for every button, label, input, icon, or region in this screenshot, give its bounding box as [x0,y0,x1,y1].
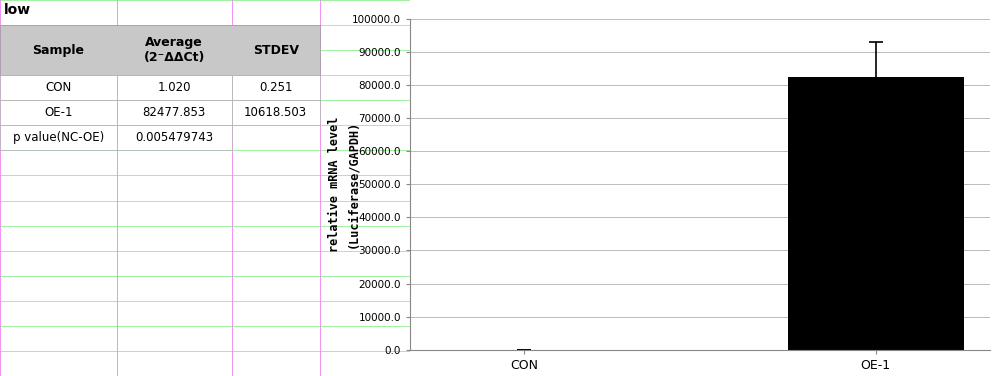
Bar [117,125,232,150]
Text: 0.251: 0.251 [259,81,292,94]
Bar [232,100,320,125]
Bar [232,75,320,100]
Text: OE-1: OE-1 [44,106,73,119]
Text: 0.005479743: 0.005479743 [135,131,213,144]
Text: low: low [4,3,31,17]
Bar [117,100,232,125]
Text: 82477.853: 82477.853 [143,106,206,119]
Bar [788,77,964,350]
Bar [0,25,320,75]
Bar [117,75,232,100]
Text: 1.020: 1.020 [157,81,191,94]
Bar [0,125,117,150]
Text: p value(NC-OE): p value(NC-OE) [13,131,104,144]
Text: 10618.503: 10618.503 [244,106,307,119]
Text: STDEV: STDEV [253,44,299,57]
Bar [0,75,117,100]
Text: Sample: Sample [32,44,84,57]
Y-axis label: relative mRNA level
(Luciferase/GAPDH): relative mRNA level (Luciferase/GAPDH) [328,117,360,252]
Bar [0,100,117,125]
Text: CON: CON [45,81,72,94]
Text: Average
(2⁻ΔΔCt): Average (2⁻ΔΔCt) [144,36,205,64]
